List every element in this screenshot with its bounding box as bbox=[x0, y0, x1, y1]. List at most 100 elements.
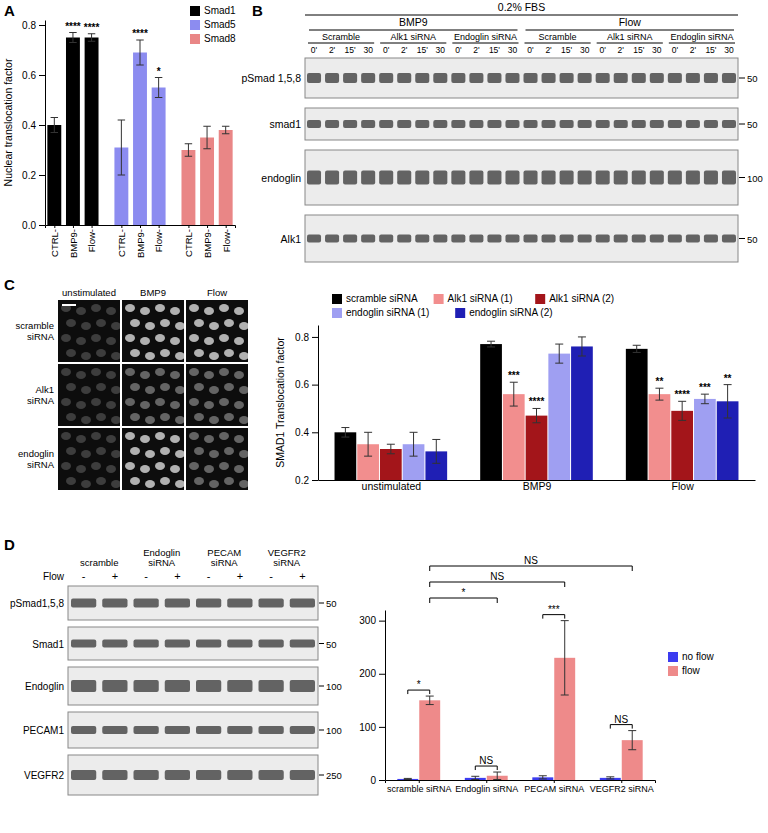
x-tick-label: BMP9- bbox=[135, 229, 146, 258]
blot-band bbox=[668, 171, 682, 185]
blot-band bbox=[704, 171, 718, 185]
nucleus bbox=[96, 413, 106, 421]
nucleus bbox=[170, 465, 180, 473]
blot-band bbox=[650, 171, 664, 185]
nucleus bbox=[140, 307, 150, 315]
error-bar bbox=[155, 78, 162, 98]
blot-band bbox=[632, 171, 646, 185]
blot-band bbox=[578, 171, 592, 185]
error-bar-cap bbox=[539, 775, 547, 776]
y-tick-label: 0.2 bbox=[295, 475, 309, 486]
nucleus bbox=[96, 319, 106, 327]
blot-band bbox=[259, 726, 284, 734]
mw-marker: 50 bbox=[326, 598, 337, 609]
legend-label: no flow bbox=[682, 651, 714, 662]
western-blot-d: scramble-+EndoglinsiRNA-+PECAMsiRNA-+VEG… bbox=[10, 547, 342, 795]
error-bar bbox=[404, 778, 412, 779]
panel-letter: B bbox=[252, 2, 263, 19]
error-bar-stem bbox=[559, 344, 560, 363]
y-tick-mark bbox=[39, 75, 45, 76]
error-bar-stem bbox=[513, 382, 514, 406]
blot-band bbox=[722, 73, 736, 83]
y-tick-mark bbox=[39, 25, 45, 26]
error-bar-cap bbox=[724, 384, 732, 385]
error-bar bbox=[493, 772, 501, 779]
legend: scramble siRNAAlk1 siRNA (1)Alk1 siRNA (… bbox=[332, 293, 614, 318]
nucleus bbox=[209, 386, 219, 394]
blot-time-label: 2' bbox=[690, 45, 697, 55]
y-axis-title: Nuclear translocation factor bbox=[2, 58, 14, 186]
blot-time-label: 2' bbox=[473, 45, 480, 55]
blot-band bbox=[71, 770, 96, 780]
error-bar-cap bbox=[51, 117, 58, 118]
error-bar bbox=[341, 428, 349, 438]
blot-time-label: 15' bbox=[489, 45, 500, 55]
blot-strip bbox=[68, 667, 318, 705]
nucleus bbox=[130, 477, 140, 485]
mw-marker: 250 bbox=[326, 770, 342, 781]
blot-band bbox=[165, 599, 190, 608]
bar bbox=[380, 449, 402, 480]
error-bar-cap bbox=[628, 749, 636, 750]
bar bbox=[181, 150, 195, 225]
nucleus bbox=[145, 416, 155, 424]
blot-band bbox=[560, 73, 574, 83]
x-tick-mark bbox=[140, 225, 141, 228]
nucleus bbox=[155, 462, 165, 470]
mw-tick bbox=[319, 775, 324, 776]
blot-band bbox=[505, 171, 519, 185]
x-tick-mark bbox=[621, 780, 622, 783]
comparison-label: * bbox=[462, 587, 466, 598]
blot-band bbox=[397, 235, 411, 243]
bar bbox=[133, 53, 147, 226]
bar bbox=[219, 130, 233, 225]
nucleus bbox=[209, 450, 219, 458]
blot-band bbox=[686, 235, 700, 243]
x-tick: BMP9- bbox=[68, 225, 79, 258]
error-bar-cap bbox=[203, 126, 210, 127]
error-bar-cap bbox=[606, 776, 614, 777]
legend-item: flow bbox=[668, 665, 701, 676]
mw-marker: 50 bbox=[747, 73, 758, 84]
blot-band bbox=[397, 73, 411, 83]
significance-label: **** bbox=[132, 28, 148, 39]
blot-band bbox=[614, 73, 628, 83]
blot-group-label: Flow bbox=[619, 16, 642, 28]
blot-band bbox=[542, 73, 556, 83]
y-tick-label: 0.0 bbox=[22, 220, 36, 231]
blot-band bbox=[361, 120, 375, 128]
error-bar bbox=[118, 120, 125, 175]
image-row-label: Alk1siRNA bbox=[27, 384, 55, 406]
blot-band bbox=[196, 770, 221, 780]
error-bar-stem bbox=[659, 388, 660, 400]
y-axis-line bbox=[318, 326, 319, 481]
header-rule bbox=[305, 15, 738, 16]
y-tick: 0.2 bbox=[295, 475, 318, 486]
nucleus bbox=[160, 477, 170, 485]
bar bbox=[571, 346, 593, 480]
blot-band bbox=[134, 770, 159, 780]
blot-time-label: 2' bbox=[329, 45, 336, 55]
nucleus bbox=[91, 462, 101, 470]
blot-band bbox=[433, 73, 447, 83]
error-bar-stem bbox=[636, 345, 637, 352]
blot-band bbox=[469, 171, 483, 185]
nucleus bbox=[160, 447, 170, 455]
nucleus bbox=[204, 337, 214, 345]
x-tick: unstimulated bbox=[362, 480, 422, 492]
legend-item: Smad1 bbox=[190, 5, 236, 16]
blot-band bbox=[505, 73, 519, 83]
blot-group-label: BMP9 bbox=[399, 16, 428, 28]
error-bar bbox=[578, 337, 586, 356]
plot-area bbox=[335, 337, 739, 480]
error-bar-cap bbox=[606, 778, 614, 779]
y-tick: 0.6 bbox=[22, 70, 45, 81]
blot-band bbox=[578, 73, 592, 83]
legend-label: scramble siRNA bbox=[346, 293, 418, 304]
nucleus bbox=[160, 349, 170, 357]
blot-strip bbox=[305, 58, 738, 98]
legend-swatch bbox=[535, 294, 545, 304]
error-bar-stem bbox=[72, 33, 73, 43]
blot-band bbox=[542, 235, 556, 243]
y-tick: 0.0 bbox=[22, 220, 45, 231]
